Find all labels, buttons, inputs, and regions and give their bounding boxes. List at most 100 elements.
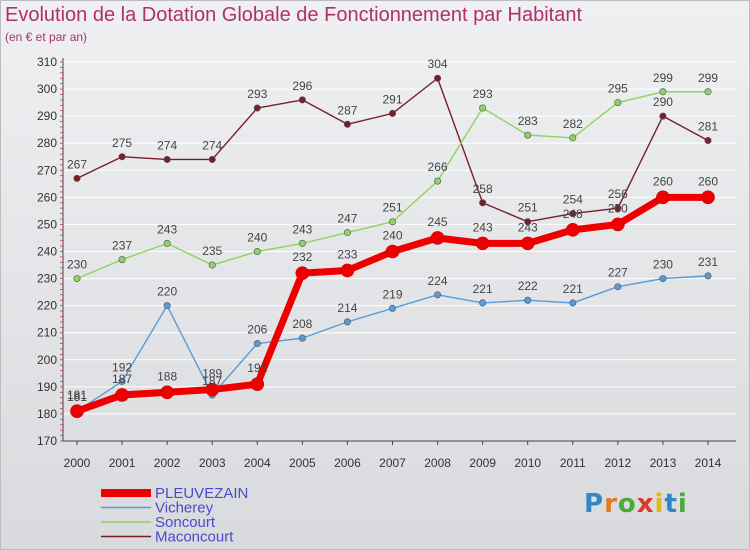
- x-tick-label-2003: 2003: [199, 456, 226, 470]
- point-maconcourt-2004: [253, 104, 261, 112]
- point-soncourt-2009: [479, 104, 487, 112]
- data-label-soncourt-2010: 283: [518, 114, 538, 128]
- data-label-maconcourt-2009: 258: [473, 182, 493, 196]
- y-tick-label-190: 190: [37, 380, 57, 394]
- x-tick-label-2000: 2000: [64, 456, 91, 470]
- data-label-maconcourt-2000: 267: [67, 157, 87, 171]
- data-label-vicherey-2000: 181: [67, 390, 87, 404]
- point-maconcourt-2010: [524, 218, 532, 226]
- data-label-pleuvezain-2000: 181: [67, 388, 87, 402]
- data-label-vicherey-2008: 224: [428, 274, 448, 288]
- data-label-soncourt-2002: 243: [157, 222, 177, 236]
- point-pleuvezain-2010: [520, 236, 535, 251]
- x-tick-label-2007: 2007: [379, 456, 406, 470]
- data-label-soncourt-2009: 293: [473, 87, 493, 101]
- data-label-pleuvezain-2001: 187: [112, 372, 132, 386]
- y-tick-label-300: 300: [37, 82, 57, 96]
- data-label-pleuvezain-2006: 233: [337, 247, 357, 261]
- point-soncourt-2014: [704, 88, 712, 96]
- y-tick-label-240: 240: [37, 245, 57, 259]
- data-label-maconcourt-2004: 293: [247, 87, 267, 101]
- point-vicherey-2009: [479, 299, 487, 307]
- y-tick-label-270: 270: [37, 163, 57, 177]
- data-label-pleuvezain-2004: 191: [247, 361, 267, 375]
- data-label-pleuvezain-2014: 260: [698, 174, 718, 188]
- data-label-pleuvezain-2013: 260: [653, 174, 673, 188]
- chart-subtitle: (en € et par an): [5, 30, 88, 44]
- data-label-maconcourt-2013: 290: [653, 95, 673, 109]
- data-label-soncourt-2008: 266: [428, 160, 448, 174]
- y-tick-label-250: 250: [37, 217, 57, 231]
- y-tick-label-170: 170: [37, 434, 57, 448]
- data-label-soncourt-2001: 237: [112, 239, 132, 253]
- point-soncourt-2008: [434, 177, 442, 185]
- x-tick-labels: 2000 2001 2002 2003 2004 2005 2006 2007 2008 2009…: [64, 456, 722, 470]
- point-maconcourt-2002: [163, 155, 171, 163]
- data-label-vicherey-2004: 206: [247, 323, 267, 337]
- data-label-soncourt-2004: 240: [247, 231, 267, 245]
- data-label-vicherey-2012: 227: [608, 266, 628, 280]
- point-vicherey-2008: [434, 291, 442, 299]
- x-tick-label-2008: 2008: [424, 456, 451, 470]
- data-label-pleuvezain-2008: 245: [428, 215, 448, 229]
- data-label-maconcourt-2012: 256: [608, 187, 628, 201]
- data-label-vicherey-2007: 219: [382, 287, 402, 301]
- point-vicherey-2014: [704, 272, 712, 280]
- point-vicherey-2012: [614, 283, 622, 291]
- point-maconcourt-2012: [614, 204, 622, 212]
- data-label-maconcourt-2014: 281: [698, 120, 718, 134]
- grid-lines: [63, 61, 736, 442]
- data-label-maconcourt-2002: 274: [157, 138, 177, 152]
- point-maconcourt-2006: [343, 120, 351, 128]
- y-tick-labels: 170 180 190 200 210 220 230 240 250 260 270 280 290 3…: [37, 55, 57, 448]
- data-label-pleuvezain-2012: 250: [608, 201, 628, 215]
- series-lines: [70, 74, 715, 419]
- axes: [60, 58, 736, 445]
- point-pleuvezain-2001: [115, 388, 129, 402]
- point-pleuvezain-2008: [430, 231, 445, 245]
- data-label-pleuvezain-2005: 232: [292, 250, 312, 264]
- x-tick-label-2005: 2005: [289, 456, 316, 470]
- point-vicherey-2001: [118, 377, 126, 385]
- data-label-soncourt-2011: 282: [563, 117, 583, 131]
- point-soncourt-2010: [524, 131, 532, 139]
- point-soncourt-2013: [659, 88, 667, 96]
- data-label-maconcourt-2003: 274: [202, 138, 222, 152]
- point-vicherey-2004: [253, 340, 261, 348]
- data-label-pleuvezain-2011: 248: [563, 207, 583, 221]
- data-label-vicherey-2005: 208: [292, 317, 312, 331]
- proxiti-logo: Proxiti: [584, 489, 688, 519]
- x-tick-label-2012: 2012: [605, 456, 632, 470]
- point-maconcourt-2000: [73, 174, 81, 182]
- data-label-vicherey-2009: 221: [473, 282, 493, 296]
- point-soncourt-2001: [118, 256, 126, 264]
- x-tick-label-2009: 2009: [469, 456, 496, 470]
- y-tick-label-310: 310: [37, 55, 57, 69]
- x-tick-label-2010: 2010: [514, 456, 541, 470]
- y-tick-label-210: 210: [37, 326, 57, 340]
- logo-letter: P: [584, 489, 605, 519]
- point-soncourt-2003: [208, 261, 216, 269]
- data-label-vicherey-2014: 231: [698, 255, 718, 269]
- data-label-maconcourt-2005: 296: [292, 79, 312, 93]
- data-label-maconcourt-2008: 304: [428, 57, 448, 71]
- point-pleuvezain-2000: [70, 404, 84, 419]
- logo-letter: i: [654, 489, 665, 519]
- data-label-maconcourt-2011: 254: [563, 193, 583, 207]
- data-label-soncourt-2000: 230: [67, 258, 87, 272]
- x-tick-label-2002: 2002: [154, 456, 181, 470]
- x-tick-label-2013: 2013: [650, 456, 677, 470]
- data-label-soncourt-2003: 235: [202, 244, 222, 258]
- data-label-maconcourt-2006: 287: [337, 103, 357, 117]
- data-label-pleuvezain-2007: 240: [382, 229, 402, 243]
- data-label-vicherey-2002: 220: [157, 285, 177, 299]
- point-pleuvezain-2009: [475, 236, 490, 251]
- data-label-pleuvezain-2009: 243: [473, 220, 493, 234]
- y-tick-label-220: 220: [37, 299, 57, 313]
- point-maconcourt-2005: [298, 96, 306, 104]
- data-label-pleuvezain-2010: 243: [518, 220, 538, 234]
- logo-letter: t: [664, 489, 678, 519]
